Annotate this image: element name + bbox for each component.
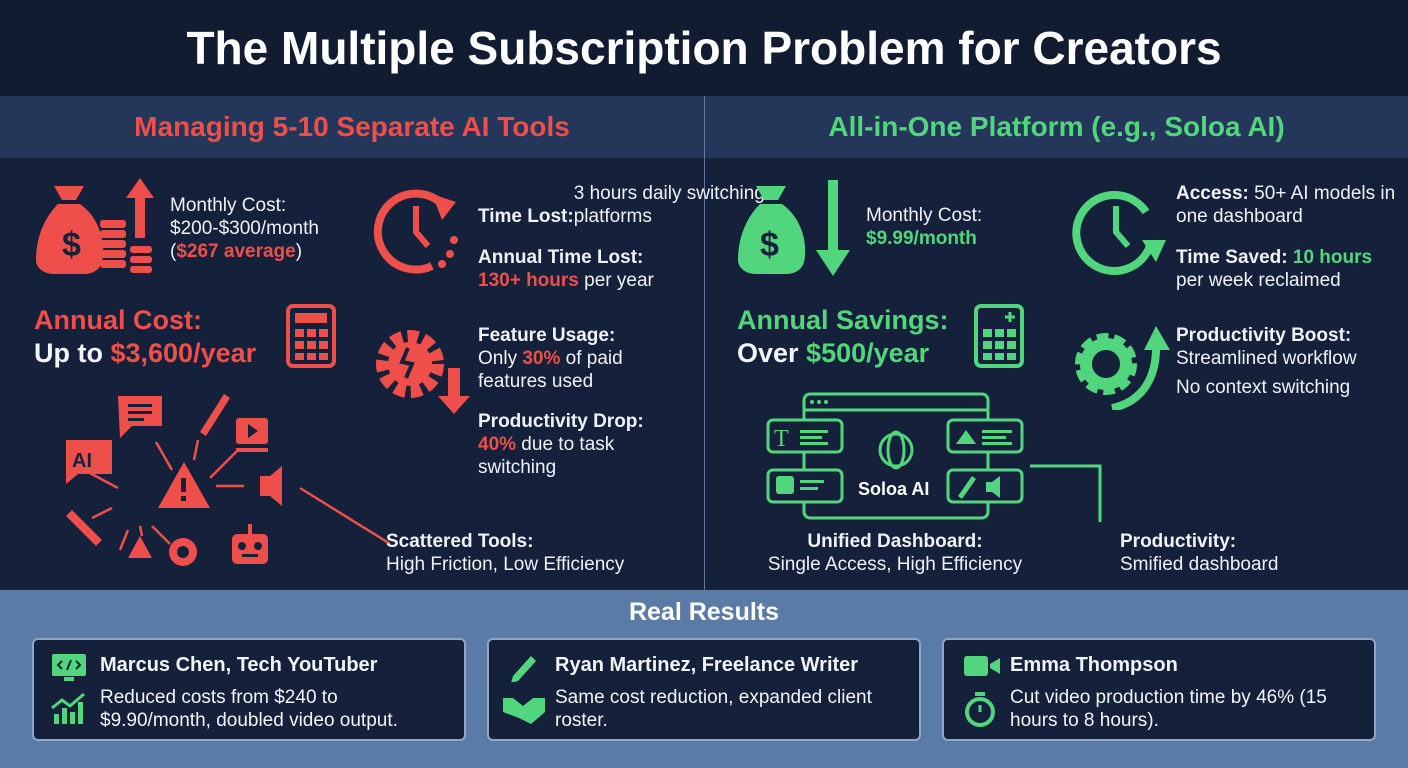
label: Monthly Cost: — [866, 205, 983, 226]
suffix: per week reclaimed — [1176, 270, 1341, 291]
value: 30% — [522, 348, 561, 369]
result-card: Ryan Martinez, Freelance Writer Same cos… — [487, 638, 921, 741]
value: 3 hours daily switching platforms — [573, 183, 765, 227]
label: Feature Usage: — [478, 325, 616, 346]
annual-time-lost: Annual Time Lost: 130+ hours per year — [478, 246, 698, 292]
video-camera-icon — [964, 656, 1000, 676]
access: Access: 50+ AI models in one dashboard — [1176, 182, 1396, 228]
stopwatch-icon — [965, 692, 995, 727]
svg-text:T: T — [774, 426, 789, 452]
page-title: The Multiple Subscription Problem for Cr… — [0, 0, 1408, 96]
label: Time Lost: — [478, 206, 574, 227]
label: Productivity: — [1120, 531, 1237, 552]
value: Smified dashboard — [1120, 554, 1279, 575]
value: 50+ AI models in one dashboard — [1176, 183, 1396, 227]
result-name: Marcus Chen, Tech YouTuber — [100, 654, 378, 676]
value: 10 hours — [1287, 247, 1373, 268]
average: $267 average — [176, 241, 296, 262]
value: Single Access, High Efficiency — [767, 554, 1023, 575]
handshake-icon — [503, 698, 545, 724]
monthly-cost-right: Monthly Cost: $9.99/month — [866, 204, 982, 250]
paren: ) — [295, 241, 303, 262]
code-monitor-icon — [52, 654, 86, 681]
label: Annual Time Lost: — [478, 247, 644, 268]
prefix: Up to — [34, 338, 111, 368]
feature-usage: Feature Usage: Only 30% of paid features … — [478, 324, 678, 393]
results-heading: Real Results — [628, 598, 780, 626]
result-name: Ryan Martinez, Freelance Writer — [555, 654, 859, 676]
label: Productivity Boost: — [1176, 325, 1352, 346]
prefix: Only — [478, 348, 523, 369]
monthly-cost: Monthly Cost: $200-$300/month ($267 averag… — [170, 194, 319, 263]
result-name: Emma Thompson — [1010, 654, 1178, 676]
gear-up-icon — [1075, 326, 1170, 410]
result-desc: Reduced costs from $240 to $9.90/month, … — [100, 687, 398, 731]
productivity-boost: Productivity Boost: Streamlined workflow — [1176, 324, 1357, 370]
suffix: due to task switching — [478, 434, 615, 478]
right-heading: All-in-One Platform (e.g., Soloa AI) — [705, 96, 1408, 158]
time-lost: Time Lost: 3 hours daily switching platf… — [478, 182, 789, 228]
label: Annual Cost: — [34, 305, 202, 335]
productivity-drop: Productivity Drop: 40% due to task switch… — [478, 410, 658, 479]
value: High Friction, Low Efficiency — [386, 554, 625, 575]
value: $9.99/month — [866, 228, 977, 249]
prefix: Over — [737, 338, 807, 368]
left-heading: Managing 5-10 Separate AI Tools — [0, 96, 704, 158]
value: 40% — [478, 434, 517, 455]
label: Monthly Cost: — [170, 195, 287, 216]
money-bag-up-icon: $ — [36, 178, 154, 274]
label: Productivity Drop: — [478, 411, 644, 432]
money-bag-down-icon: $ — [738, 180, 850, 276]
scattered-tools: Scattered Tools: High Friction, Low Effic… — [386, 530, 624, 576]
clock-arrow-icon — [373, 189, 458, 274]
broken-gear-down-icon — [376, 330, 470, 414]
value: 130+ hours — [478, 270, 579, 291]
result-desc: Same cost reduction, expanded client ros… — [555, 687, 872, 731]
calculator-icon — [286, 304, 336, 368]
calculator-icon — [974, 304, 1024, 368]
svg-text:$: $ — [62, 226, 81, 264]
productivity: Productivity: Smified dashboard — [1120, 530, 1278, 576]
divider — [704, 96, 705, 590]
pen-icon — [511, 656, 536, 682]
result-card: Emma Thompson Cut video production time … — [942, 638, 1376, 741]
label: Unified Dashboard: — [807, 531, 983, 552]
value: $200-$300/month — [170, 218, 319, 239]
suffix: per year — [578, 270, 654, 291]
label: Access: — [1176, 183, 1249, 204]
dashboard-brand: Soloa AI — [858, 479, 929, 499]
time-saved: Time Saved: 10 hours per week reclaimed — [1176, 246, 1396, 292]
clock-refresh-icon — [1072, 191, 1166, 275]
suffix: of paid features used — [478, 348, 623, 392]
annual-cost: Annual Cost: Up to $3,600/year — [34, 304, 256, 370]
unified-dashboard: Unified Dashboard: Single Access, High Ef… — [744, 530, 1046, 576]
annual-savings: Annual Savings: Over $500/year — [737, 304, 949, 370]
result-card: Marcus Chen, Tech YouTuber Reduced costs… — [32, 638, 466, 741]
svg-text:$: $ — [760, 226, 779, 264]
label: Time Saved: — [1176, 247, 1288, 268]
paren: ( — [170, 241, 177, 262]
label: Annual Savings: — [737, 305, 949, 335]
value: $3,600/year — [110, 338, 257, 368]
scattered-tools-icon: AI — [66, 394, 390, 566]
value: Streamlined workflow — [1176, 348, 1357, 369]
value: $500/year — [806, 338, 930, 368]
result-desc: Cut video production time by 46% (15 hou… — [1010, 687, 1327, 731]
unified-dashboard-icon: T Soloa AI — [766, 392, 1102, 522]
growth-chart-icon — [51, 692, 85, 724]
ai-badge: AI — [72, 450, 92, 472]
label: Scattered Tools: — [386, 531, 534, 552]
no-context-switching: No context switching — [1176, 377, 1351, 398]
